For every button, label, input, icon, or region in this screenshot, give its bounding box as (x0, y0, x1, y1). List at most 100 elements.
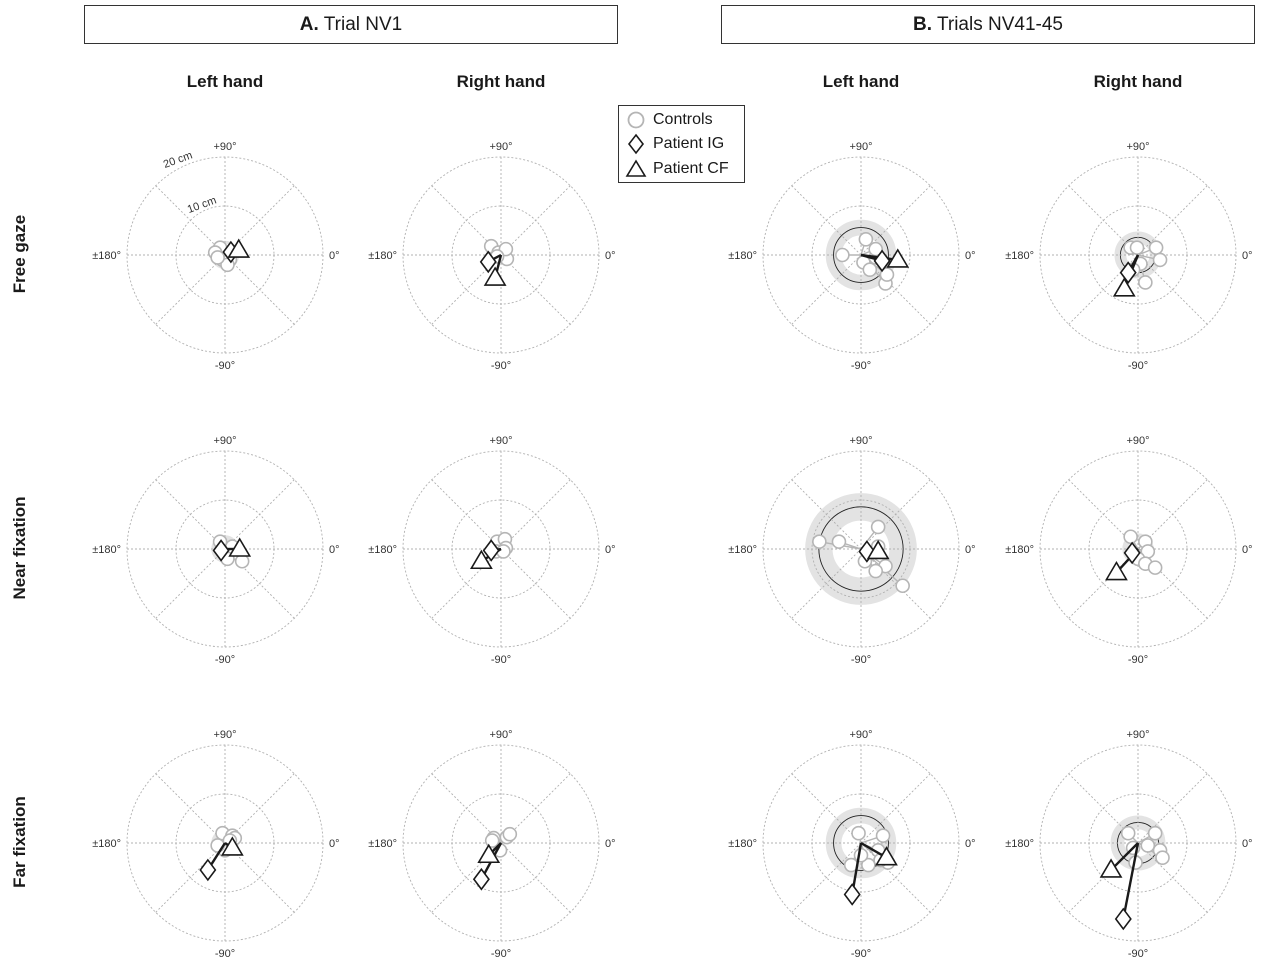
axis-label-right: 0° (965, 544, 976, 556)
grid-spoke (431, 479, 502, 550)
control-point (861, 857, 876, 873)
ring-label-10cm: 10 cm (186, 194, 218, 216)
axis-label-top: +90° (489, 435, 512, 447)
grid-spoke (431, 548, 502, 619)
control-point (879, 267, 895, 282)
patient-cf-point (470, 549, 493, 570)
legend-item-patient-ig: Patient IG (619, 132, 744, 156)
patient-cf-point (220, 836, 244, 856)
column-header-a-left-hand: Left hand (186, 72, 264, 91)
patient-ig-point (873, 249, 891, 273)
control-point (831, 534, 847, 549)
axis-label-left: ±180° (92, 838, 121, 850)
patient-cf-point (866, 539, 890, 560)
axis-label-left: ±180° (1005, 250, 1034, 262)
patient-cf-point (228, 537, 252, 557)
control-point (1147, 825, 1163, 841)
patient-ig-point (843, 883, 861, 906)
axis-label-bottom: -90° (1128, 948, 1148, 960)
axis-label-left: ±180° (368, 250, 397, 262)
axis-label-top: +90° (213, 729, 236, 741)
control-point (870, 519, 886, 535)
axis-label-top: +90° (489, 729, 512, 741)
grid-spoke (155, 185, 226, 256)
axis-label-right: 0° (329, 250, 340, 262)
patient-ig-point (479, 250, 497, 274)
panel-a-title: Trial NV1 (323, 13, 403, 35)
axis-label-top: +90° (849, 141, 872, 153)
legend-item-controls: Controls (619, 108, 744, 132)
control-point (851, 825, 866, 841)
axis-label-right: 0° (965, 838, 976, 850)
axis-label-left: ±180° (728, 544, 757, 556)
axis-label-top: +90° (213, 141, 236, 153)
control-point (895, 578, 910, 594)
grid-spoke (155, 254, 226, 325)
patient-cf-point (477, 843, 501, 864)
grid-spoke (860, 548, 931, 619)
control-point (1138, 275, 1153, 290)
axis-label-top: +90° (849, 435, 872, 447)
axis-label-bottom: -90° (851, 948, 871, 960)
control-point (1148, 240, 1164, 255)
grid-spoke (791, 185, 862, 256)
column-header-a-right-hand: Right hand (456, 72, 546, 91)
axis-label-left: ±180° (1005, 838, 1034, 850)
axis-label-top: +90° (1126, 435, 1149, 447)
ring-label-20cm: 20 cm (162, 149, 194, 171)
grid-spoke (1137, 254, 1208, 325)
axis-label-bottom: -90° (491, 654, 511, 666)
patient-cf-point (1105, 560, 1128, 581)
axis-label-left: ±180° (728, 250, 757, 262)
axis-label-top: +90° (213, 435, 236, 447)
patient-ig-point (472, 867, 490, 891)
control-point (1129, 240, 1145, 255)
axis-label-bottom: -90° (491, 360, 511, 372)
panel-b-title: Trials NV41-45 (936, 13, 1063, 35)
axis-label-bottom: -90° (215, 948, 235, 960)
patient-cf-point (483, 266, 507, 286)
control-point (868, 241, 884, 257)
grid-spoke (155, 842, 226, 913)
axis-label-right: 0° (965, 250, 976, 262)
legend-label-patient-cf: Patient CF (653, 160, 729, 177)
control-point (858, 232, 874, 247)
grid-spoke (500, 842, 571, 913)
axis-label-bottom: -90° (491, 948, 511, 960)
axis-label-left: ±180° (1005, 544, 1034, 556)
axis-label-left: ±180° (728, 838, 757, 850)
axis-label-right: 0° (605, 544, 616, 556)
control-point (812, 534, 827, 549)
axis-label-bottom: -90° (851, 360, 871, 372)
grid-spoke (791, 548, 862, 619)
patient-cf-point (875, 846, 898, 866)
mean-circle (818, 506, 904, 592)
grid-spoke (155, 773, 226, 844)
grid-spoke (155, 548, 226, 619)
control-point (1120, 825, 1136, 841)
control-point (210, 250, 225, 265)
axis-label-right: 0° (1242, 838, 1253, 850)
axis-label-right: 0° (1242, 250, 1253, 262)
axis-label-right: 0° (1242, 544, 1253, 556)
legend-label-controls: Controls (653, 111, 713, 128)
control-point (835, 247, 850, 263)
axis-label-left: ±180° (92, 544, 121, 556)
axis-label-left: ±180° (92, 250, 121, 262)
grid-spoke (500, 254, 571, 325)
patient-cf-point (1112, 277, 1136, 297)
mean-circle (833, 227, 889, 283)
patient-ig-point (1123, 541, 1141, 565)
legend: Controls Patient IG Patient CF (618, 105, 745, 183)
grid-spoke (860, 479, 931, 550)
control-point (1140, 838, 1156, 853)
axis-label-right: 0° (605, 838, 616, 850)
grid-spoke (500, 185, 571, 256)
column-header-b-left-hand: Left hand (822, 72, 900, 91)
panel-a-header: A. Trial NV1 (84, 5, 618, 44)
control-point (862, 262, 878, 278)
patient-cf-point (886, 248, 910, 268)
grid-spoke (155, 479, 226, 550)
patient-cf-vector (1110, 842, 1139, 871)
control-point (1155, 850, 1170, 866)
